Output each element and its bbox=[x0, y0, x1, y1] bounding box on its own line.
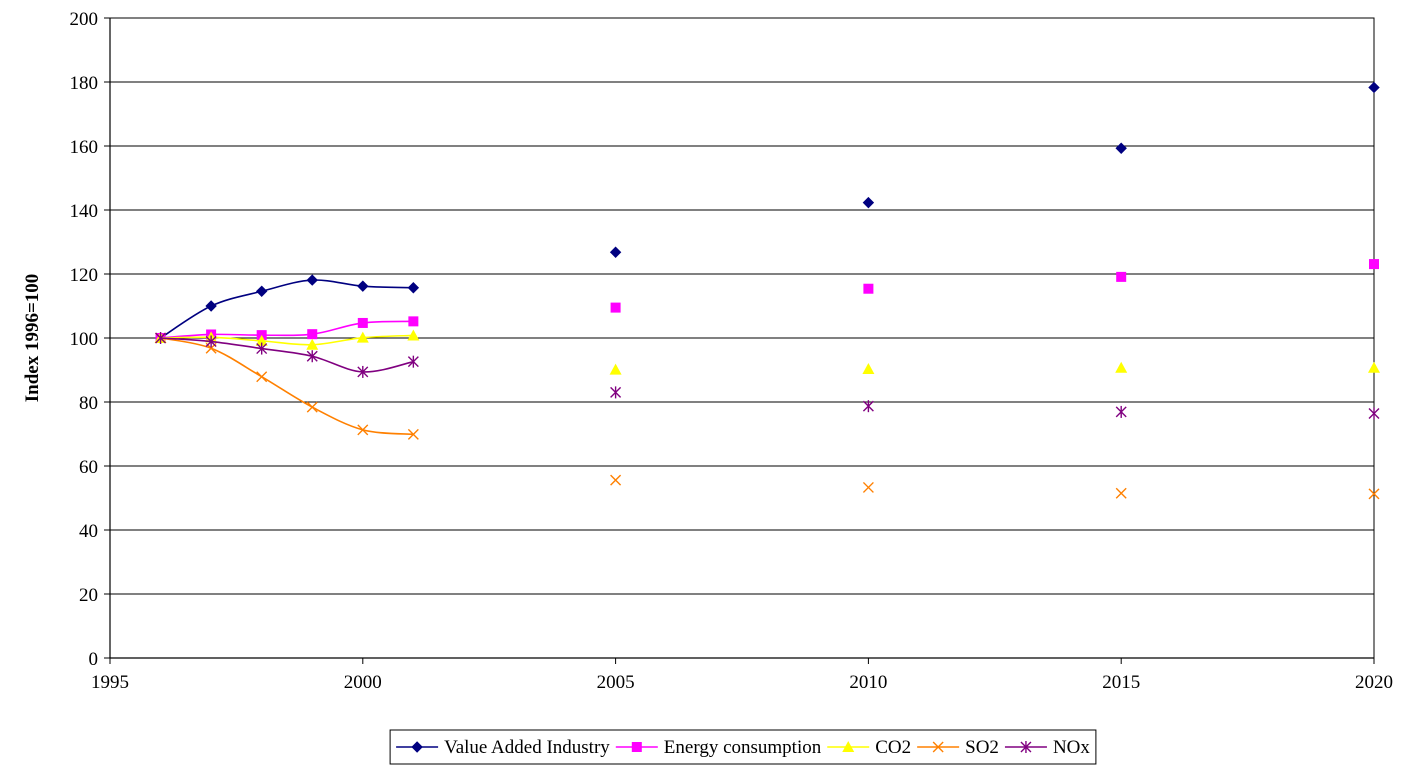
data-point bbox=[862, 363, 875, 375]
marker-stroke bbox=[862, 481, 874, 493]
legend-swatch-marker bbox=[932, 741, 944, 753]
data-point bbox=[357, 424, 369, 436]
data-point bbox=[407, 355, 419, 368]
data-point bbox=[255, 334, 268, 346]
series-line bbox=[160, 279, 414, 339]
data-point bbox=[407, 428, 419, 440]
legend-label: Value Added Industry bbox=[444, 737, 610, 758]
legend-swatch-marker bbox=[842, 741, 855, 752]
data-point bbox=[155, 332, 167, 344]
marker-stroke bbox=[407, 428, 419, 440]
series-line bbox=[160, 320, 414, 339]
series-value-added-industry bbox=[154, 81, 1380, 344]
legend-entry: NOx bbox=[1004, 737, 1090, 758]
series-line bbox=[160, 337, 414, 373]
legend-entry: Value Added Industry bbox=[396, 737, 610, 758]
data-point bbox=[1368, 81, 1380, 94]
data-point bbox=[1368, 407, 1380, 420]
data-point bbox=[610, 386, 622, 399]
y-tick-label: 60 bbox=[79, 457, 98, 478]
y-axis-title: Index 1996=100 bbox=[22, 274, 43, 403]
data-point bbox=[306, 338, 319, 350]
y-tick-label: 120 bbox=[70, 265, 99, 286]
data-point bbox=[407, 282, 420, 294]
legend-entry: CO2 bbox=[827, 737, 911, 758]
data-point bbox=[256, 342, 268, 355]
legend: Value Added Industry Energy consumption CO… bbox=[389, 729, 1097, 765]
series-nox bbox=[155, 332, 1380, 420]
data-point bbox=[610, 302, 621, 313]
data-point bbox=[862, 481, 874, 493]
data-point bbox=[1115, 487, 1127, 499]
data-point bbox=[1368, 361, 1380, 373]
x-tick-label: 2010 bbox=[849, 672, 887, 693]
y-tick-label: 140 bbox=[70, 201, 99, 222]
data-point bbox=[357, 317, 368, 328]
legend-label: SO2 bbox=[965, 737, 999, 758]
series bbox=[154, 81, 1380, 500]
y-tick-label: 20 bbox=[79, 585, 98, 606]
data-point bbox=[357, 280, 369, 292]
marker-stroke bbox=[1115, 487, 1127, 499]
data-point bbox=[407, 329, 420, 341]
data-point bbox=[255, 285, 268, 297]
data-point bbox=[1369, 259, 1379, 270]
x-tick-label: 2005 bbox=[597, 672, 635, 693]
legend-swatch-marker bbox=[1020, 741, 1032, 753]
y-tick-label: 0 bbox=[89, 649, 99, 670]
y-tick-label: 180 bbox=[70, 73, 99, 94]
series-so2 bbox=[155, 332, 1380, 500]
legend-swatch-marker bbox=[631, 742, 642, 752]
data-point bbox=[1115, 142, 1127, 154]
legend-label: CO2 bbox=[875, 737, 911, 758]
legend-entry: Energy consumption bbox=[615, 737, 822, 758]
legend-label: Energy consumption bbox=[664, 737, 822, 758]
y-tick-label: 40 bbox=[79, 521, 98, 542]
data-point bbox=[609, 246, 622, 258]
marker-stroke bbox=[1368, 488, 1380, 500]
x-tick-label: 2000 bbox=[344, 672, 382, 693]
marker-stroke bbox=[610, 474, 622, 486]
x-tick-label: 2020 bbox=[1355, 672, 1393, 693]
marker-stroke bbox=[932, 741, 944, 753]
data-point bbox=[357, 365, 369, 378]
tick-labels: 0 20 40 60 80 100 120 140 160 180 200 1995 2000 2005 2… bbox=[70, 9, 1394, 693]
data-point bbox=[1116, 271, 1127, 282]
data-point bbox=[306, 350, 318, 363]
data-point bbox=[306, 401, 318, 413]
data-point bbox=[408, 316, 419, 327]
x-tick-label: 2015 bbox=[1102, 672, 1140, 693]
data-point bbox=[1368, 488, 1380, 500]
marker-stroke bbox=[357, 424, 369, 436]
data-point bbox=[610, 474, 622, 486]
legend-swatch-marker bbox=[411, 741, 423, 753]
gridlines bbox=[110, 17, 1374, 595]
x-tick-label: 1995 bbox=[91, 672, 129, 693]
data-point bbox=[356, 331, 369, 343]
data-point bbox=[1115, 405, 1127, 418]
series-co2 bbox=[154, 329, 1380, 375]
axes bbox=[104, 17, 1375, 664]
data-point bbox=[307, 329, 318, 340]
data-point bbox=[609, 363, 622, 375]
marker-stroke bbox=[256, 371, 268, 383]
data-point bbox=[863, 283, 874, 294]
data-point bbox=[205, 300, 217, 312]
legend-label: NOx bbox=[1053, 737, 1090, 758]
data-point bbox=[862, 196, 875, 209]
data-point bbox=[205, 335, 217, 348]
legend-box bbox=[389, 729, 1097, 765]
legend-entry: SO2 bbox=[917, 737, 999, 758]
y-tick-label: 160 bbox=[70, 137, 99, 158]
data-point bbox=[306, 274, 318, 286]
y-tick-label: 80 bbox=[79, 393, 98, 414]
y-tick-label: 200 bbox=[70, 9, 99, 30]
y-tick-label: 100 bbox=[70, 329, 99, 350]
data-point bbox=[1115, 361, 1128, 373]
data-point bbox=[862, 400, 874, 413]
marker-stroke bbox=[306, 401, 318, 413]
data-point bbox=[256, 371, 268, 383]
series-energy-consumption bbox=[155, 259, 1379, 343]
